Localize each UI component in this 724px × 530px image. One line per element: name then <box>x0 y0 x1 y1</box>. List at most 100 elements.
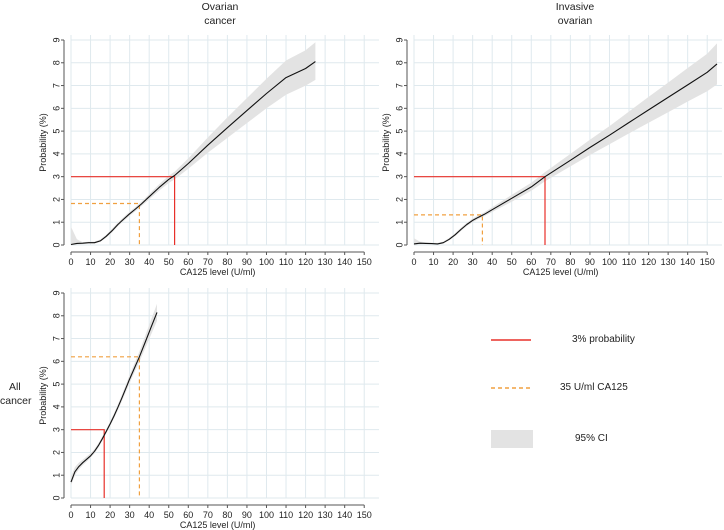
probability-curve <box>70 312 158 483</box>
y-tick-label: 9 <box>51 290 61 295</box>
legend-label-ci: 95% CI <box>575 433 608 444</box>
x-tick-label: 50 <box>164 257 174 267</box>
x-tick-label: 70 <box>203 510 213 520</box>
y-tick-label: 2 <box>394 197 404 202</box>
panel-title-ovarian: Ovarian cancer <box>160 0 280 28</box>
x-tick-label: 20 <box>105 510 115 520</box>
x-tick-label: 110 <box>622 257 636 267</box>
x-tick-label: 150 <box>700 257 715 267</box>
x-tick-label: 80 <box>222 510 232 520</box>
legend-symbol-ci <box>491 430 533 448</box>
x-tick-label: 110 <box>279 510 293 520</box>
x-tick-label: 120 <box>298 257 313 267</box>
ref-line-35 <box>414 214 483 245</box>
x-tick-label: 10 <box>86 510 96 520</box>
probability-curve <box>70 61 316 246</box>
x-tick-label: 50 <box>507 257 517 267</box>
y-tick-label: 6 <box>394 106 404 111</box>
x-tick-label: 40 <box>144 510 154 520</box>
x-tick-label: 20 <box>105 257 115 267</box>
y-tick-label: 4 <box>51 151 61 156</box>
title-line: All <box>9 381 21 393</box>
chart-panel-ovarian: 0 10 20 30 40 50 60 70 80 90 100 110 120 130 140 150 0 1 2… <box>38 35 379 277</box>
x-tick-label: 150 <box>357 510 372 520</box>
x-tick-label: 130 <box>661 257 676 267</box>
x-tick-label: 0 <box>68 510 73 520</box>
x-tick-label: 70 <box>546 257 556 267</box>
x-tick-label: 40 <box>144 257 154 267</box>
chart-panel-invasive: 0 10 20 30 40 50 60 70 80 90 100 110 120 130 140 150 0 1 2… <box>381 35 722 277</box>
y-tick-label: 3 <box>51 427 61 432</box>
ref-line-35 <box>71 202 140 245</box>
x-tick-label: 110 <box>279 257 293 267</box>
x-tick-label: 50 <box>164 510 174 520</box>
y-axis-title: Probability (%) <box>381 113 391 172</box>
x-tick-label: 130 <box>318 510 333 520</box>
legend-symbols <box>491 339 533 448</box>
y-axis-title: Probability (%) <box>38 366 48 425</box>
title-line: cancer <box>204 15 236 27</box>
x-tick-label: 0 <box>411 257 416 267</box>
y-tick-label: 2 <box>51 197 61 202</box>
y-tick-label: 8 <box>51 313 61 318</box>
x-tick-label: 60 <box>526 257 536 267</box>
x-tick-label: 30 <box>125 257 135 267</box>
y-tick-label: 6 <box>51 106 61 111</box>
x-tick-label: 30 <box>468 257 478 267</box>
y-tick-label: 4 <box>394 151 404 156</box>
y-tick-label: 6 <box>51 359 61 364</box>
y-tick-label: 3 <box>394 174 404 179</box>
x-axis-title: CA125 level (U/ml) <box>523 267 599 277</box>
legend-label-35: 35 U/ml CA125 <box>560 382 628 393</box>
x-tick-label: 140 <box>337 257 352 267</box>
y-tick-label: 9 <box>51 37 61 42</box>
x-tick-label: 130 <box>318 257 333 267</box>
x-tick-label: 10 <box>429 257 439 267</box>
legend-label-3pct: 3% probability <box>572 334 635 345</box>
x-tick-label: 140 <box>680 257 695 267</box>
x-tick-label: 30 <box>125 510 135 520</box>
x-tick-label: 10 <box>86 257 96 267</box>
x-tick-label: 120 <box>298 510 313 520</box>
y-tick-label: 4 <box>51 404 61 409</box>
x-tick-label: 80 <box>565 257 575 267</box>
y-tick-label: 1 <box>51 473 61 478</box>
y-tick-label: 2 <box>51 450 61 455</box>
y-tick-label: 0 <box>51 242 61 247</box>
x-tick-label: 90 <box>242 510 252 520</box>
y-tick-label: 0 <box>51 495 61 500</box>
y-tick-label: 5 <box>394 129 404 134</box>
title-line: ovarian <box>557 15 593 27</box>
y-tick-label: 7 <box>394 83 404 88</box>
ci-band <box>71 303 157 486</box>
y-tick-label: 7 <box>51 336 61 341</box>
x-tick-label: 70 <box>203 257 213 267</box>
y-tick-label: 9 <box>394 37 404 42</box>
ci-band <box>71 42 316 245</box>
x-tick-label: 80 <box>222 257 232 267</box>
title-line: Invasive <box>555 1 595 13</box>
x-tick-label: 20 <box>448 257 458 267</box>
y-tick-label: 8 <box>51 60 61 65</box>
y-tick-label: 0 <box>394 242 404 247</box>
x-tick-label: 0 <box>68 257 73 267</box>
y-tick-label: 8 <box>394 60 404 65</box>
x-tick-label: 40 <box>487 257 497 267</box>
y-tick-label: 5 <box>51 129 61 134</box>
ref-line-3pct <box>71 429 105 498</box>
x-tick-label: 60 <box>183 510 193 520</box>
x-tick-label: 60 <box>183 257 193 267</box>
x-tick-label: 100 <box>602 257 617 267</box>
x-tick-label: 120 <box>641 257 656 267</box>
title-line: Ovarian <box>201 1 239 13</box>
panel-title-all: All cancer <box>0 380 32 408</box>
panel-title-invasive: Invasive ovarian <box>515 0 635 28</box>
x-tick-label: 100 <box>259 510 274 520</box>
x-tick-label: 90 <box>242 257 252 267</box>
x-tick-label: 90 <box>585 257 595 267</box>
x-tick-label: 140 <box>337 510 352 520</box>
y-tick-label: 7 <box>51 83 61 88</box>
probability-curve <box>413 63 718 245</box>
x-tick-label: 150 <box>357 257 372 267</box>
